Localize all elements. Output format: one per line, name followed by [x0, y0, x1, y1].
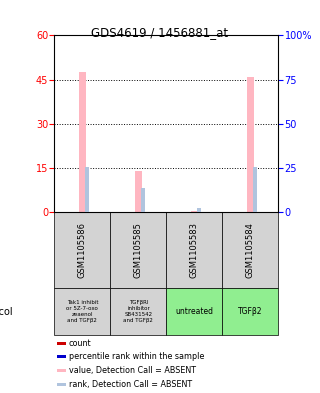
Bar	[135, 171, 142, 212]
FancyBboxPatch shape	[222, 288, 278, 335]
Bar	[85, 167, 89, 212]
Bar	[79, 72, 86, 212]
FancyBboxPatch shape	[110, 288, 166, 335]
Bar	[141, 188, 145, 212]
Text: GSM1105585: GSM1105585	[134, 222, 143, 278]
Bar	[57, 342, 67, 345]
Bar	[57, 383, 67, 386]
Text: value, Detection Call = ABSENT: value, Detection Call = ABSENT	[69, 366, 196, 375]
Text: Tak1 inhibit
or 5Z-7-oxo
zeaenol
and TGFβ2: Tak1 inhibit or 5Z-7-oxo zeaenol and TGF…	[67, 301, 98, 323]
FancyBboxPatch shape	[222, 212, 278, 288]
FancyBboxPatch shape	[54, 288, 110, 335]
Bar	[57, 355, 67, 358]
Text: percentile rank within the sample: percentile rank within the sample	[69, 353, 204, 361]
Text: GSM1105583: GSM1105583	[190, 222, 199, 278]
Text: GDS4619 / 1456881_at: GDS4619 / 1456881_at	[92, 26, 228, 39]
Text: GSM1105586: GSM1105586	[78, 222, 87, 278]
Bar	[247, 77, 254, 212]
FancyBboxPatch shape	[110, 212, 166, 288]
Bar	[197, 208, 201, 212]
Bar	[191, 211, 198, 212]
FancyBboxPatch shape	[166, 212, 222, 288]
Bar	[253, 167, 257, 212]
FancyBboxPatch shape	[54, 212, 110, 288]
Text: TGFβRI
inhibitor
SB431542
and TGFβ2: TGFβRI inhibitor SB431542 and TGFβ2	[124, 301, 153, 323]
Text: protocol: protocol	[0, 307, 12, 317]
FancyBboxPatch shape	[166, 288, 222, 335]
Text: untreated: untreated	[175, 307, 213, 316]
Text: rank, Detection Call = ABSENT: rank, Detection Call = ABSENT	[69, 380, 192, 389]
Text: TGFβ2: TGFβ2	[238, 307, 263, 316]
Bar	[57, 369, 67, 372]
Text: GSM1105584: GSM1105584	[246, 222, 255, 278]
Text: count: count	[69, 339, 92, 348]
